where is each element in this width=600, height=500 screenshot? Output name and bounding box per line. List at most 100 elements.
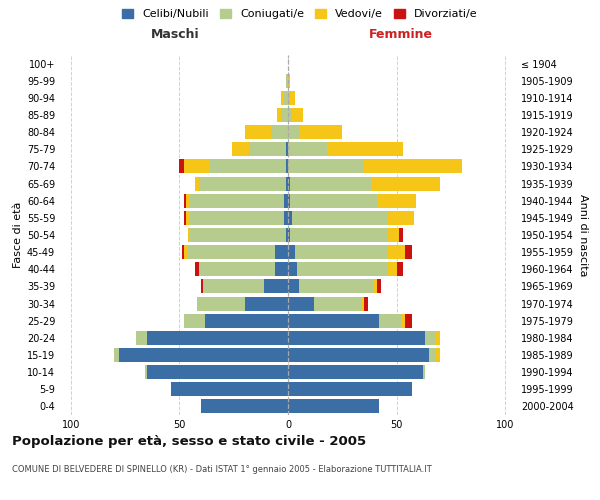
Bar	[314, 296, 362, 310]
Bar	[194, 176, 199, 190]
Bar	[327, 142, 403, 156]
Bar	[288, 400, 379, 413]
Bar	[288, 176, 290, 190]
Bar	[184, 194, 186, 207]
Bar	[281, 91, 284, 105]
Bar	[199, 262, 275, 276]
Bar	[401, 314, 405, 328]
Bar	[179, 160, 184, 173]
Text: Popolazione per età, sesso e stato civile - 2005: Popolazione per età, sesso e stato civil…	[12, 435, 366, 448]
Bar	[379, 314, 401, 328]
Bar	[288, 296, 314, 310]
Bar	[286, 142, 288, 156]
Bar	[288, 91, 290, 105]
Bar	[136, 331, 147, 345]
Bar	[186, 211, 190, 225]
Bar	[296, 262, 388, 276]
Bar	[194, 262, 199, 276]
Bar	[145, 365, 147, 379]
Bar	[436, 331, 440, 345]
Bar	[288, 262, 296, 276]
Bar	[299, 280, 373, 293]
Bar	[119, 348, 288, 362]
Bar	[286, 176, 288, 190]
Bar	[429, 348, 436, 362]
Bar	[371, 176, 440, 190]
Bar	[397, 262, 403, 276]
Bar	[197, 296, 245, 310]
Bar	[436, 348, 440, 362]
Bar	[245, 296, 288, 310]
Bar	[188, 228, 190, 242]
Bar	[245, 125, 271, 139]
Bar	[201, 280, 203, 293]
Bar	[288, 108, 292, 122]
Bar	[281, 108, 288, 122]
Bar	[205, 314, 288, 328]
Bar	[182, 245, 184, 259]
Bar	[290, 91, 295, 105]
Bar	[295, 245, 388, 259]
Bar	[399, 228, 403, 242]
Bar	[288, 160, 364, 173]
Bar	[249, 142, 286, 156]
Bar	[288, 365, 422, 379]
Bar	[277, 108, 281, 122]
Bar	[275, 262, 288, 276]
Bar	[190, 194, 284, 207]
Bar	[288, 245, 295, 259]
Bar	[184, 211, 186, 225]
Text: Femmine: Femmine	[369, 28, 433, 42]
Bar	[147, 365, 288, 379]
Bar	[188, 245, 275, 259]
Bar	[292, 108, 303, 122]
Bar	[275, 245, 288, 259]
Bar	[114, 348, 119, 362]
Bar	[292, 211, 388, 225]
Bar	[288, 74, 290, 88]
Y-axis label: Fasce di età: Fasce di età	[13, 202, 23, 268]
Bar	[377, 280, 382, 293]
Bar	[288, 331, 425, 345]
Bar	[288, 194, 290, 207]
Bar	[388, 211, 414, 225]
Legend: Celibi/Nubili, Coniugati/e, Vedovi/e, Divorziati/e: Celibi/Nubili, Coniugati/e, Vedovi/e, Di…	[119, 6, 481, 22]
Bar	[288, 142, 327, 156]
Bar	[288, 382, 412, 396]
Bar	[203, 280, 264, 293]
Bar	[284, 194, 288, 207]
Bar	[388, 228, 399, 242]
Bar	[184, 160, 210, 173]
Bar	[271, 125, 288, 139]
Bar	[288, 228, 290, 242]
Bar	[190, 211, 284, 225]
Bar	[147, 331, 288, 345]
Text: COMUNE DI BELVEDERE DI SPINELLO (KR) - Dati ISTAT 1° gennaio 2005 - Elaborazione: COMUNE DI BELVEDERE DI SPINELLO (KR) - D…	[12, 465, 432, 474]
Bar	[422, 365, 425, 379]
Bar	[186, 194, 190, 207]
Bar	[184, 245, 188, 259]
Y-axis label: Anni di nascita: Anni di nascita	[578, 194, 588, 276]
Text: Maschi: Maschi	[151, 28, 199, 42]
Bar	[210, 160, 286, 173]
Bar	[388, 262, 397, 276]
Bar	[377, 194, 416, 207]
Bar	[286, 74, 288, 88]
Bar	[190, 228, 286, 242]
Bar	[286, 160, 288, 173]
Bar	[286, 228, 288, 242]
Bar	[232, 142, 249, 156]
Bar	[184, 314, 205, 328]
Bar	[405, 245, 412, 259]
Bar	[199, 176, 286, 190]
Bar	[288, 125, 299, 139]
Bar	[362, 296, 364, 310]
Bar	[364, 296, 368, 310]
Bar	[290, 176, 371, 190]
Bar	[288, 211, 292, 225]
Bar	[290, 228, 388, 242]
Bar	[299, 125, 342, 139]
Bar	[290, 194, 377, 207]
Bar	[201, 400, 288, 413]
Bar	[284, 211, 288, 225]
